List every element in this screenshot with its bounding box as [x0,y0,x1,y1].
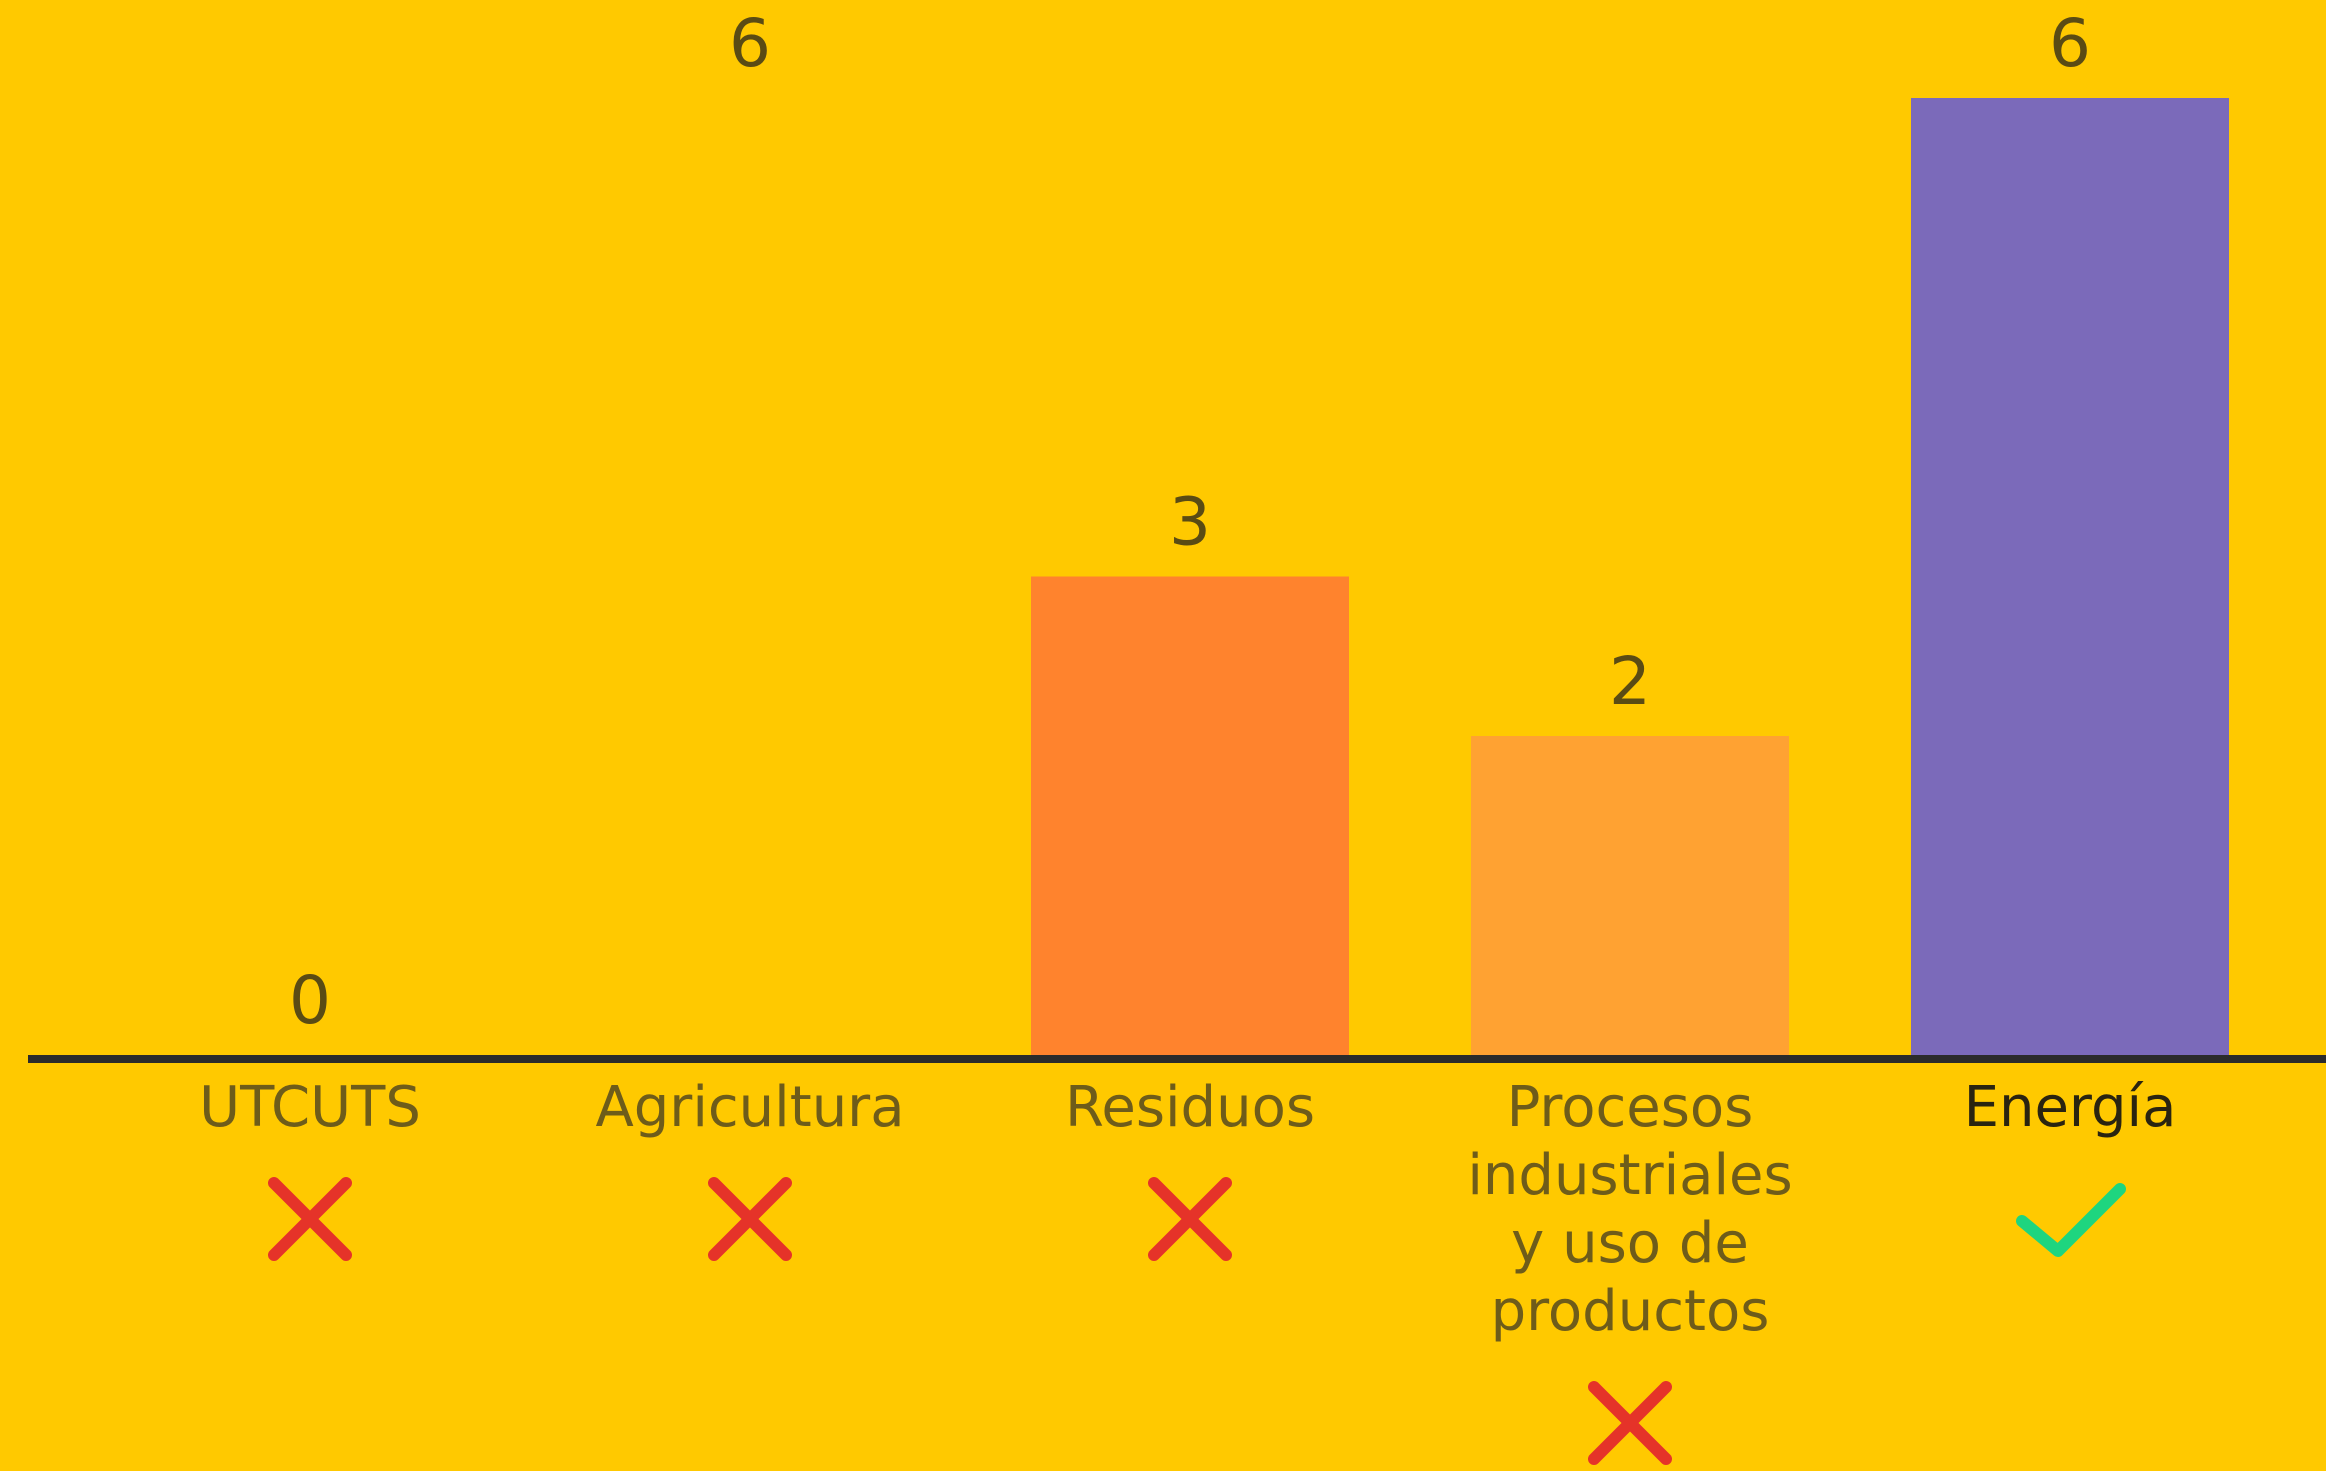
cross-icon [1588,1381,1672,1465]
bars-layer [591,98,2229,1055]
value-label-1: 0 [289,962,331,1039]
category-label-4: Procesos industriales y uso de productos [1467,1075,1792,1344]
cross-icon [1148,1177,1232,1261]
check-icon [2016,1183,2126,1257]
category-label-3: Residuos [1065,1075,1315,1140]
bar-3 [1031,576,1349,1055]
value-label-5: 6 [2049,5,2091,82]
status-icons-layer [268,1177,2126,1465]
category-label-1: UTCUTS [199,1075,421,1140]
cross-icon [708,1177,792,1261]
value-labels-layer: 0 6 3 2 6 [289,5,2091,1039]
category-labels-layer: UTCUTS Agricultura Residuos Procesos industr… [199,1075,2176,1344]
value-label-4: 2 [1609,643,1651,720]
bar-4 [1471,736,1789,1055]
category-label-5: Energía [1964,1075,2177,1140]
cross-icon [268,1177,352,1261]
bar-5 [1911,98,2229,1055]
category-label-2: Agricultura [595,1075,904,1140]
value-label-3: 3 [1169,484,1211,561]
bar-2 [591,98,909,1055]
value-label-2: 6 [729,5,771,82]
